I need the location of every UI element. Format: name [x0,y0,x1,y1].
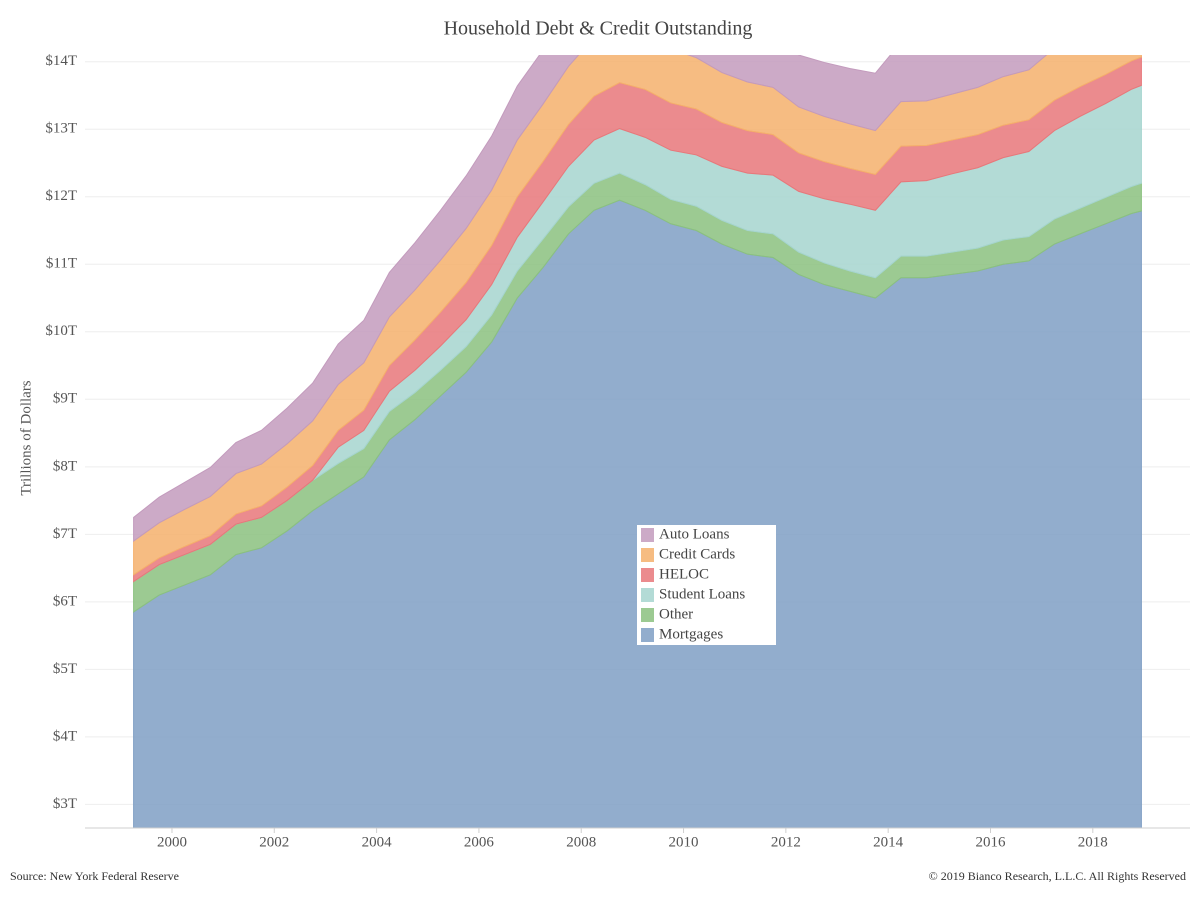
area [133,55,1048,543]
y-tick-label: $7T [53,526,77,542]
y-tick-label: $11T [46,256,77,272]
y-tick-label: $10T [45,323,77,339]
x-tick-label: 2018 [1078,834,1108,850]
source-note: Source: New York Federal Reserve [10,869,179,883]
copyright-note: © 2019 Bianco Research, L.L.C. All Right… [929,869,1186,883]
x-tick-label: 2012 [771,834,801,850]
chart-title: Household Debt & Credit Outstanding [444,18,753,40]
y-tick-label: $14T [45,53,77,69]
legend-label: Auto Loans [659,526,730,542]
legend-box [637,525,776,645]
axes: $3T $4T $5T $6T $7T $8T $9T $10T $11T $12T $13T $14… [45,53,1190,850]
legend: Mortgages Other Student Loans HELOC Credit C… [637,525,776,645]
legend-swatch [641,608,654,622]
x-tick-label: 2010 [669,834,699,850]
x-tick-label: 2004 [362,834,393,850]
legend-label: Student Loans [659,586,745,602]
x-tick-label: 2016 [975,834,1006,850]
y-tick-label: $3T [53,796,77,812]
y-tick-label: $8T [53,458,77,474]
y-tick-label: $6T [53,593,77,609]
legend-label: Mortgages [659,626,723,642]
x-tick-label: 2008 [566,834,596,850]
legend-swatch [641,628,654,642]
x-tick-label: 2006 [464,834,495,850]
legend-label: Other [659,606,693,622]
x-tick-label: 2000 [157,834,187,850]
y-tick-label: $13T [45,121,77,137]
legend-label: HELOC [659,566,709,582]
y-tick-label: $12T [45,188,77,204]
y-tick-label: $5T [53,661,77,677]
y-tick-label: $9T [53,391,77,407]
y-tick-label: $4T [53,728,77,744]
legend-swatch [641,588,654,602]
x-tick-label: 2002 [259,834,289,850]
legend-swatch [641,548,654,562]
x-tick-label: 2014 [873,834,904,850]
plot-area [133,55,1142,828]
legend-label: Credit Cards [659,546,735,562]
legend-swatch [641,568,654,582]
legend-swatch [641,528,654,542]
y-axis-label: Trillions of Dollars [18,380,34,495]
